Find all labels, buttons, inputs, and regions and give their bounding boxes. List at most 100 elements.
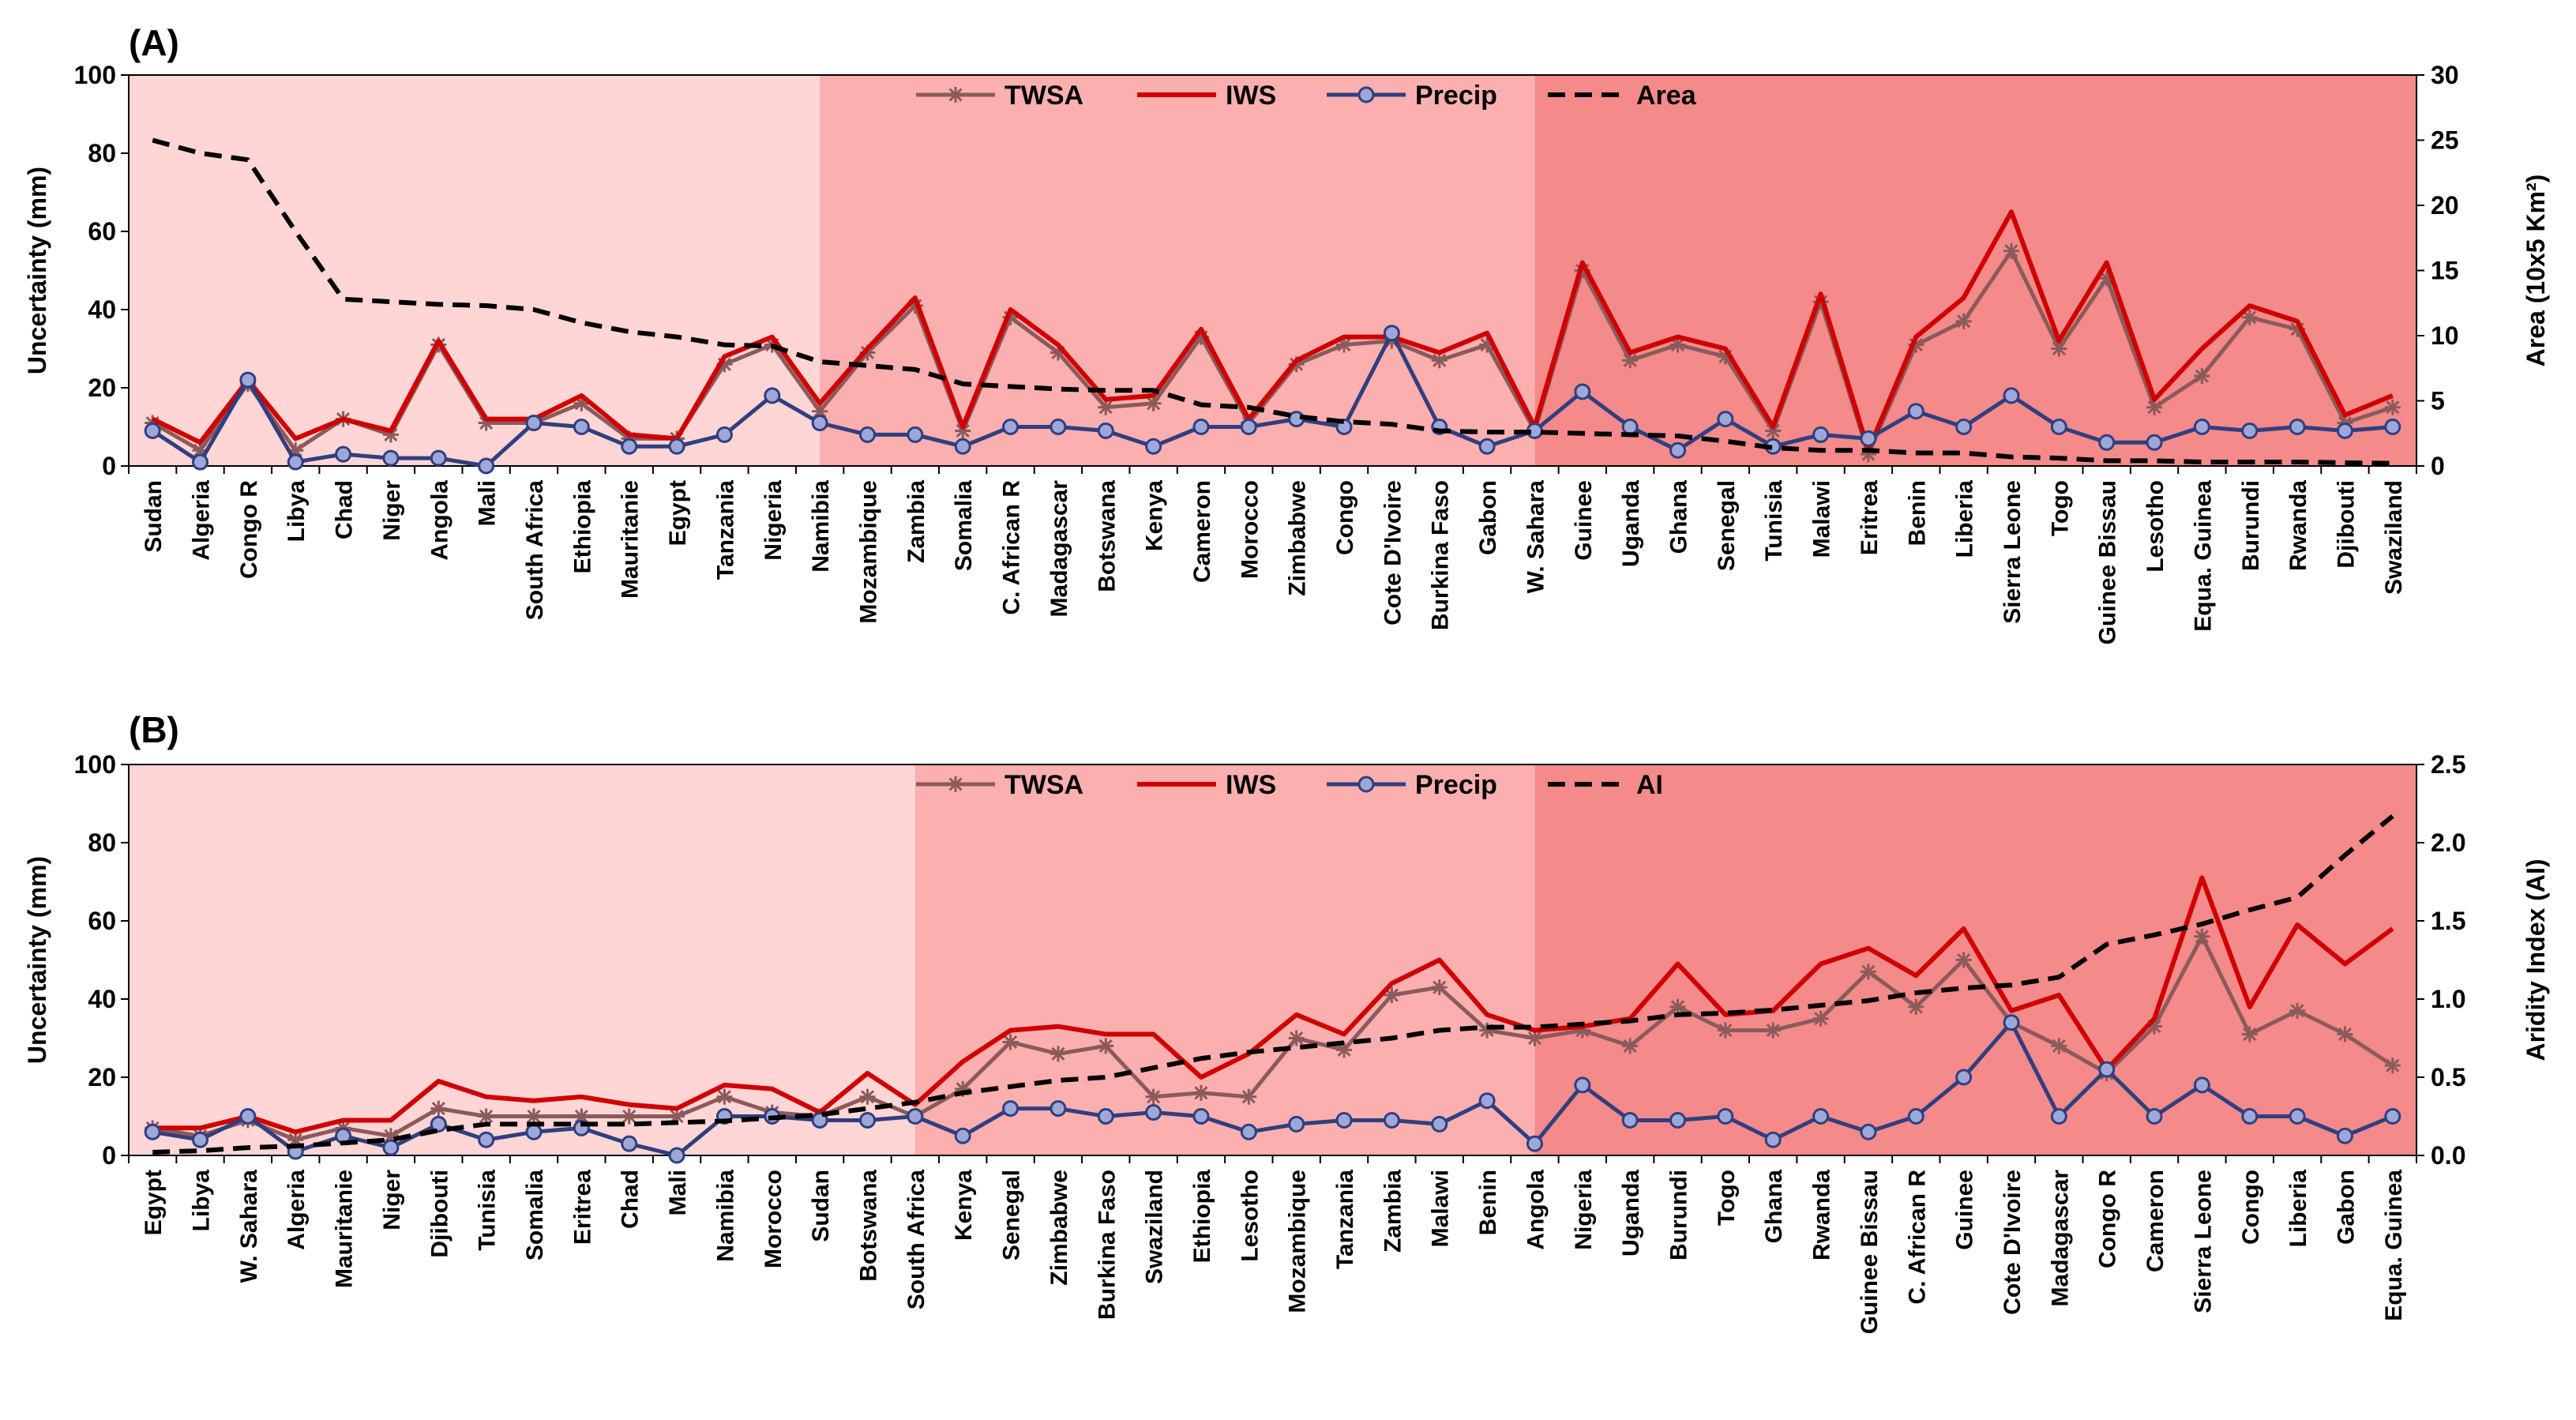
precip-point xyxy=(907,426,924,443)
precip-point xyxy=(1478,1092,1496,1110)
x-category-label: Chad xyxy=(618,1170,644,1229)
right-tick-label: 5 xyxy=(2431,387,2445,415)
precip-point xyxy=(1145,438,1162,455)
x-category-label: C. African R xyxy=(1904,1170,1930,1305)
x-category-label: Malawi xyxy=(1809,480,1835,558)
x-category-label: Namibia xyxy=(808,480,834,573)
precip-point xyxy=(239,1108,257,1125)
x-category-label: Guinee Bissau xyxy=(2095,480,2121,644)
left-tick-label: 20 xyxy=(88,1063,116,1091)
x-category-label: Senegal xyxy=(999,1170,1025,1260)
x-category-label: Chad xyxy=(332,480,358,539)
precip-point xyxy=(811,415,828,432)
precip-point xyxy=(2146,1108,2163,1125)
right-tick-label: 15 xyxy=(2431,257,2459,285)
legend-item-iws: IWS xyxy=(1137,770,1276,800)
x-category-label: Tanzania xyxy=(1332,1170,1358,1269)
right-tick-label: 0.0 xyxy=(2431,1141,2465,1170)
x-category-label: Togo xyxy=(2047,480,2073,536)
x-category-label: Mali xyxy=(475,480,501,526)
twsa-point xyxy=(1860,964,1876,980)
precip-point xyxy=(1240,1123,1257,1140)
precip-point xyxy=(1097,1108,1114,1125)
precip-point xyxy=(621,1135,638,1152)
x-category-label: Nigeria xyxy=(1571,1170,1597,1250)
precip-point xyxy=(1860,430,1877,447)
x-category-label: C. African R xyxy=(999,480,1025,615)
left-axis-title: Uncertainty (mm) xyxy=(23,167,51,374)
shade-region-2 xyxy=(914,764,1535,1155)
precip-point xyxy=(715,426,733,443)
x-category-label: Niger xyxy=(379,1170,405,1230)
twsa-point xyxy=(859,1088,876,1105)
x-category-label: Mozambique xyxy=(855,480,881,624)
precip-point xyxy=(2336,422,2353,439)
precip-point xyxy=(1192,419,1210,435)
x-category-label: Ethiopia xyxy=(1189,1170,1215,1264)
x-category-label: Tanzania xyxy=(712,480,738,580)
x-category-label: Congo xyxy=(2238,1170,2264,1245)
x-category-label: Lesotho xyxy=(1237,1170,1263,1262)
x-category-label: Senegal xyxy=(1714,480,1740,571)
precip-point xyxy=(1002,1100,1020,1118)
shade-region-2 xyxy=(820,75,1535,466)
precip-point xyxy=(1097,422,1114,439)
precip-point xyxy=(1335,1111,1353,1129)
right-tick-label: 25 xyxy=(2431,126,2459,155)
x-category-label: Togo xyxy=(1714,1170,1740,1226)
precip-point xyxy=(954,1127,971,1144)
precip-point xyxy=(382,449,400,467)
legend-label: TWSA xyxy=(1004,81,1083,111)
x-category-label: Mauritanie xyxy=(332,1170,358,1288)
x-category-label: Rwanda xyxy=(1809,1170,1835,1260)
x-category-label: Gabon xyxy=(2333,1170,2359,1245)
twsa-point xyxy=(1812,1010,1829,1027)
legend: TWSA IWS Precip Area xyxy=(916,81,1697,111)
right-tick-label: 10 xyxy=(2431,321,2459,350)
precip-point xyxy=(2241,1108,2259,1125)
legend-label: Precip xyxy=(1415,770,1497,800)
precip-point xyxy=(764,387,781,404)
twsa-point xyxy=(2051,340,2067,357)
x-category-label: Namibia xyxy=(712,1170,738,1262)
series-iws xyxy=(152,875,2394,1135)
precip-point xyxy=(525,415,543,432)
precip-point xyxy=(2098,1061,2116,1078)
x-category-label: Equa. Guinea xyxy=(2381,1170,2407,1321)
x-category-label: W. Sahara xyxy=(1523,480,1549,594)
x-category-label: Zimbabwe xyxy=(1285,480,1311,596)
series-line-iws xyxy=(151,209,2394,453)
precip-point xyxy=(1050,419,1067,435)
legend: TWSA IWS Precip AI xyxy=(916,770,1663,800)
series-line-iws xyxy=(152,875,2394,1135)
legend-item-twsa: TWSA xyxy=(916,81,1083,111)
right-tick-label: 30 xyxy=(2431,61,2459,89)
right-tick-label: 2.5 xyxy=(2431,750,2465,779)
precip-point xyxy=(1907,403,1924,420)
precip-point xyxy=(668,438,685,455)
precip-point xyxy=(192,1131,209,1148)
precip-point xyxy=(954,438,971,455)
x-category-label: Uganda xyxy=(1618,1170,1644,1257)
x-category-label: Morocco xyxy=(1237,480,1263,579)
twsa-point xyxy=(2003,242,2019,259)
precip-point xyxy=(1621,419,1639,435)
x-category-label: Somalia xyxy=(522,1170,548,1260)
precip-point xyxy=(1812,1108,1830,1125)
legend-marker xyxy=(948,776,963,792)
precip-point xyxy=(382,1139,400,1156)
x-category-label: Zimbabwe xyxy=(1046,1170,1072,1286)
twsa-point xyxy=(1288,1030,1305,1046)
precip-point xyxy=(478,457,495,475)
twsa-point xyxy=(1384,987,1400,1004)
precip-point xyxy=(430,449,447,467)
x-category-label: Zambia xyxy=(1380,1170,1406,1253)
twsa-point xyxy=(1669,336,1686,353)
left-tick-label: 40 xyxy=(88,295,116,324)
twsa-point xyxy=(1765,423,1782,439)
twsa-point xyxy=(1241,1088,1257,1105)
legend-label: IWS xyxy=(1226,81,1276,111)
left-tick-label: 20 xyxy=(88,374,116,402)
twsa-point xyxy=(1145,395,1162,411)
